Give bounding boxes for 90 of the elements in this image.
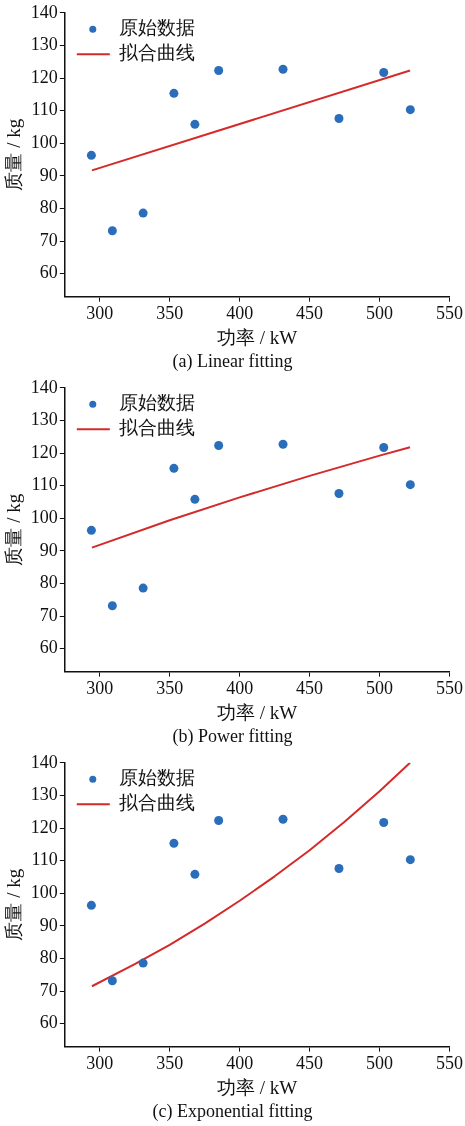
y-tick-label: 120 (30, 816, 58, 837)
point (107, 976, 117, 986)
point (169, 88, 179, 98)
legend-label: 原始数据 (118, 17, 195, 39)
point (138, 958, 148, 968)
x-tick-label: 500 (366, 678, 394, 699)
point (379, 818, 389, 827)
legend-label: 拟合曲线 (118, 792, 195, 814)
y-tick-label: 90 (39, 164, 58, 185)
x-tick-label: 300 (86, 678, 114, 699)
point (107, 226, 117, 236)
x-tick-label: 500 (366, 1053, 394, 1074)
y-tick-label: 60 (39, 262, 58, 283)
point (86, 525, 96, 535)
y-tick-label: 100 (30, 507, 58, 528)
x-tick-label: 400 (226, 303, 254, 324)
y-tick-label: 60 (39, 637, 58, 658)
point (405, 105, 415, 115)
legend-label: 拟合曲线 (118, 42, 195, 64)
y-tick-label: 80 (39, 197, 58, 218)
point (379, 68, 389, 77)
y-tick-label: 80 (39, 572, 58, 593)
legend-label: 拟合曲线 (118, 417, 195, 439)
legend-label: 原始数据 (118, 392, 195, 414)
point (214, 441, 224, 451)
text: (b) Power fitting (171, 725, 294, 747)
y-tick-label: 100 (30, 132, 58, 153)
y-tick-label: 110 (31, 849, 58, 870)
point (405, 855, 415, 865)
y-tick-label: 90 (39, 914, 58, 935)
point (405, 480, 415, 490)
x-tick-label: 450 (296, 303, 324, 324)
x-tick-label: 300 (86, 1053, 114, 1074)
point (169, 838, 179, 848)
point (334, 488, 344, 498)
x-tick-label: 300 (86, 303, 114, 324)
x-axis-title: 功率 / kW (217, 326, 298, 348)
point (86, 150, 96, 160)
point (214, 816, 224, 826)
point (214, 66, 224, 76)
x-tick-label: 350 (156, 678, 184, 699)
legend-label: 原始数据 (118, 767, 195, 789)
point (190, 869, 200, 879)
x-tick-label: 550 (436, 678, 463, 699)
point (334, 863, 344, 873)
y-tick-label: 90 (39, 539, 58, 560)
text: (c) Exponential fitting (151, 1100, 314, 1122)
point (86, 900, 96, 910)
y-axis-title: 质量 / kg (3, 868, 25, 941)
point (278, 439, 288, 449)
point (278, 814, 288, 824)
point (190, 494, 200, 504)
point (107, 601, 117, 611)
y-tick-label: 60 (39, 1012, 58, 1033)
point (379, 443, 389, 452)
y-tick-label: 130 (30, 784, 58, 805)
x-axis-title: 功率 / kW (217, 1076, 298, 1098)
x-tick-label: 450 (296, 1053, 324, 1074)
x-tick-label: 400 (226, 1053, 254, 1074)
x-tick-label: 550 (436, 1053, 463, 1074)
y-tick-label: 110 (31, 474, 58, 495)
y-axis-title: 质量 / kg (3, 493, 25, 566)
point (334, 113, 344, 123)
y-tick-label: 80 (39, 947, 58, 968)
x-tick-label: 350 (156, 1053, 184, 1074)
y-tick-label: 100 (30, 882, 58, 903)
y-tick-label: 120 (30, 66, 58, 87)
y-axis-title: 质量 / kg (3, 118, 25, 191)
y-tick-label: 70 (39, 229, 58, 250)
point (278, 64, 288, 74)
x-tick-label: 350 (156, 303, 184, 324)
x-tick-label: 400 (226, 678, 254, 699)
point (190, 119, 200, 129)
y-tick-label: 130 (30, 409, 58, 430)
y-tick-label: 140 (30, 751, 58, 772)
y-tick-label: 120 (30, 441, 58, 462)
y-tick-label: 140 (30, 1, 58, 22)
y-tick-label: 70 (39, 979, 58, 1000)
point (169, 463, 179, 473)
x-tick-label: 500 (366, 303, 394, 324)
text: (a) Linear fitting (171, 350, 294, 372)
point (138, 583, 148, 593)
x-tick-label: 450 (296, 678, 324, 699)
y-tick-label: 140 (30, 376, 58, 397)
y-tick-label: 110 (31, 99, 58, 120)
y-tick-label: 70 (39, 604, 58, 625)
y-tick-label: 130 (30, 34, 58, 55)
x-axis-title: 功率 / kW (217, 701, 298, 723)
point (138, 208, 148, 218)
x-tick-label: 550 (436, 303, 463, 324)
